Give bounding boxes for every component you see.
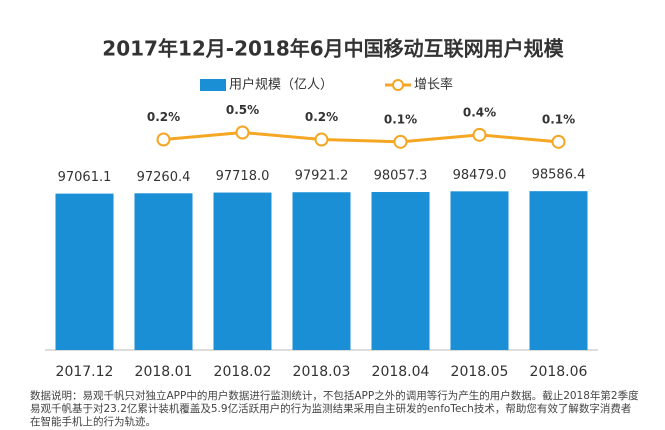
data-label: 0.5% <box>226 103 259 117</box>
bar <box>371 192 430 350</box>
data-label: 97921.2 <box>295 169 349 184</box>
data-label: 0.1% <box>384 112 417 126</box>
legend-label: 增长率 <box>414 77 453 93</box>
line <box>163 130 559 144</box>
line-marker <box>393 134 408 149</box>
data-label: 97260.4 <box>137 170 191 185</box>
data-label: 98057.3 <box>374 169 428 184</box>
x-tick-label: 2017.12 <box>56 364 114 380</box>
data-label: 98586.4 <box>532 168 586 183</box>
data-label: 0.2% <box>147 110 180 124</box>
chart-title: 2017年12月-2018年6月中国移动互联网用户规模 <box>102 37 564 61</box>
line-marker <box>314 132 329 147</box>
bar <box>134 193 193 350</box>
footnote: 数据说明：易观千帆只对独立APP中的用户数据进行监测统计，不包括APP之外的调用… <box>30 390 639 428</box>
x-tick-label: 2018.01 <box>135 364 193 380</box>
bar <box>55 193 114 350</box>
x-tick-label: 2018.06 <box>530 364 588 380</box>
data-label: 0.4% <box>463 105 496 119</box>
data-label: 0.2% <box>305 110 338 124</box>
bar <box>292 192 351 350</box>
x-tick-label: 2018.05 <box>451 364 509 380</box>
line-marker <box>156 132 171 147</box>
legend-marker <box>392 79 404 91</box>
line-marker <box>551 134 566 149</box>
legend-swatch <box>200 79 226 91</box>
x-tick-label: 2018.03 <box>293 364 351 380</box>
x-tick-label: 2018.04 <box>372 364 430 380</box>
bar <box>213 192 272 350</box>
line-marker <box>235 125 250 140</box>
data-label: 98479.0 <box>453 168 507 183</box>
x-tick-label: 2018.02 <box>214 364 272 380</box>
data-label: 97061.1 <box>58 170 112 185</box>
line-marker <box>472 127 487 142</box>
bar <box>529 191 588 350</box>
bar <box>450 191 509 350</box>
chart: 2017年12月-2018年6月中国移动互联网用户规模 用户规模（亿人） 增长率 2… <box>45 37 598 380</box>
legend-label: 用户规模（亿人） <box>229 77 333 93</box>
data-label: 97718.0 <box>216 169 270 184</box>
data-label: 0.1% <box>542 112 575 126</box>
